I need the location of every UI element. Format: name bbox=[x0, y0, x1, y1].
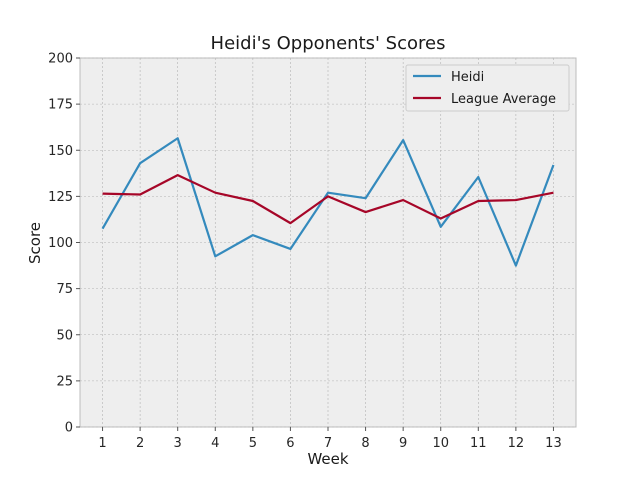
x-tick-label: 2 bbox=[136, 436, 144, 451]
y-tick-label: 125 bbox=[48, 190, 73, 205]
legend-label-league-average: League Average bbox=[451, 92, 556, 107]
y-tick-label: 25 bbox=[56, 374, 73, 389]
y-tick-label: 0 bbox=[65, 421, 73, 436]
y-tick-label: 75 bbox=[56, 282, 73, 297]
y-axis-label: Score bbox=[26, 222, 44, 264]
x-tick-label: 9 bbox=[399, 436, 407, 451]
chart-title: Heidi's Opponents' Scores bbox=[211, 33, 446, 54]
y-tick-label: 100 bbox=[48, 236, 73, 251]
x-tick-label: 5 bbox=[249, 436, 257, 451]
x-tick-label: 13 bbox=[545, 436, 562, 451]
y-tick-label: 175 bbox=[48, 98, 73, 113]
x-tick-label: 4 bbox=[211, 436, 219, 451]
legend-box bbox=[405, 64, 570, 112]
series-line-league-average bbox=[102, 174, 554, 225]
series-line-heidi bbox=[101, 137, 555, 267]
x-tick-label: 11 bbox=[470, 436, 487, 451]
legend-label-heidi: Heidi bbox=[451, 70, 484, 85]
y-tick-label: 200 bbox=[48, 52, 73, 67]
x-tick-label: 1 bbox=[98, 436, 106, 451]
x-tick-label: 12 bbox=[508, 436, 525, 451]
x-tick-label: 7 bbox=[324, 436, 332, 451]
y-tick-label: 150 bbox=[48, 144, 73, 159]
x-tick-label: 3 bbox=[174, 436, 182, 451]
legend: Heidi League Average bbox=[405, 64, 570, 112]
x-tick-label: 6 bbox=[286, 436, 294, 451]
y-axis-ticks: 0 25 50 75 100 125 150 175 200 bbox=[48, 52, 80, 436]
series-lines bbox=[101, 137, 555, 267]
x-axis-ticks: 1 2 3 4 5 6 7 8 9 10 11 12 13 bbox=[98, 427, 562, 451]
x-axis-label: Week bbox=[307, 450, 348, 468]
y-tick-label: 50 bbox=[56, 328, 73, 343]
x-tick-label: 8 bbox=[361, 436, 369, 451]
x-tick-label: 10 bbox=[432, 436, 449, 451]
